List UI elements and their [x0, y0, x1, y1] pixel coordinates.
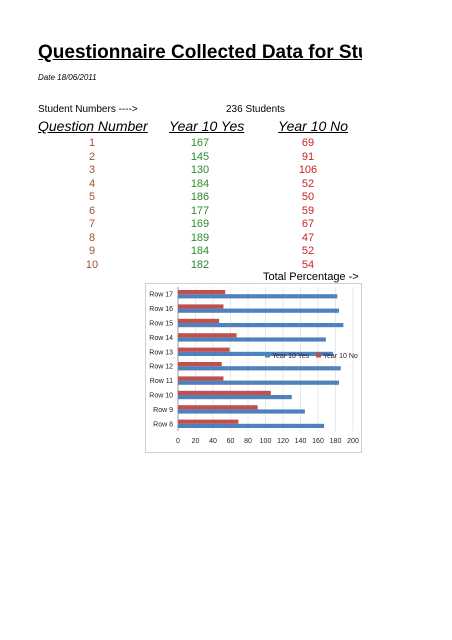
- yes-count: 182: [190, 258, 210, 271]
- student-count: 236 Students: [226, 104, 285, 115]
- category-label: Row 17: [149, 292, 173, 299]
- category-label: Row 11: [150, 378, 173, 385]
- no-count: 69: [301, 137, 315, 149]
- no-bar: [178, 304, 224, 309]
- x-tick-label: 120: [277, 438, 289, 445]
- question-number: 1: [88, 137, 96, 149]
- question-number: 7: [88, 218, 96, 230]
- yes-bar: [178, 380, 339, 385]
- yes-bar: [178, 323, 344, 328]
- x-tick-label: 200: [347, 438, 359, 445]
- x-tick-label: 180: [330, 438, 342, 445]
- question-number: 6: [88, 204, 96, 217]
- header-question-number: Question Number: [38, 118, 148, 134]
- page-title: Questionnaire Collected Data for Stuart …: [38, 42, 362, 63]
- no-bar: [178, 362, 222, 367]
- no-bar: [178, 290, 226, 295]
- no-count: 52: [301, 245, 315, 257]
- x-tick-label: 0: [176, 438, 180, 445]
- category-label: Row 10: [149, 393, 173, 400]
- question-number: 3: [88, 164, 96, 176]
- yes-count: 145: [190, 150, 210, 163]
- question-number: 2: [88, 150, 96, 163]
- no-count: 47: [301, 231, 315, 244]
- no-count: 67: [301, 218, 315, 230]
- header-year10-no: Year 10 No: [278, 118, 349, 134]
- no-count: 54: [301, 258, 315, 271]
- yes-bar: [178, 308, 339, 313]
- no-bar: [178, 333, 237, 338]
- category-label: Row 14: [149, 335, 173, 342]
- no-bar: [178, 405, 258, 410]
- total-percentage-label: Total Percentage ->: [263, 271, 359, 283]
- no-count: 50: [301, 191, 315, 203]
- no-count: 59: [301, 204, 315, 217]
- category-label: Row 15: [149, 321, 173, 328]
- yes-bar: [178, 351, 333, 356]
- question-number: 9: [88, 245, 96, 257]
- yes-count: 184: [190, 245, 210, 257]
- category-label: Row 16: [149, 306, 173, 313]
- legend-label-no: Year 10 No: [323, 353, 358, 360]
- yes-bar: [178, 395, 292, 400]
- legend-swatch-yes: [265, 352, 270, 358]
- x-tick-label: 100: [260, 438, 272, 445]
- yes-bar: [178, 337, 326, 342]
- question-number: 4: [88, 177, 96, 190]
- yes-count: 189: [190, 231, 210, 244]
- question-number: 8: [88, 231, 96, 244]
- x-tick-label: 140: [295, 438, 307, 445]
- no-bar: [178, 347, 230, 352]
- category-label: Row 13: [149, 349, 173, 356]
- no-bar: [178, 390, 271, 395]
- yes-bar: [178, 366, 341, 371]
- x-tick-label: 80: [244, 438, 252, 445]
- no-bar: [178, 419, 239, 424]
- category-label: Row 9: [153, 407, 173, 414]
- yes-count: 184: [190, 177, 210, 190]
- yes-count: 177: [190, 204, 210, 217]
- bar-chart: 0 20 40 60 80 100 120 140 160 180 200 Row 17 Row 16 R…: [145, 283, 362, 453]
- yes-bar: [178, 423, 325, 428]
- x-tick-label: 20: [192, 438, 200, 445]
- yes-count: 130: [190, 164, 210, 176]
- question-number: 5: [88, 191, 96, 203]
- no-count: 52: [301, 177, 315, 190]
- no-count: 106: [298, 164, 318, 176]
- header-year10-yes: Year 10 Yes: [169, 118, 245, 134]
- yes-bar: [178, 294, 338, 299]
- student-numbers-label: Student Numbers ---->: [38, 104, 138, 115]
- category-label: Row 12: [149, 364, 173, 371]
- category-label: Row 8: [153, 421, 173, 428]
- x-tick-label: 60: [227, 438, 235, 445]
- x-tick-label: 160: [312, 438, 324, 445]
- yes-count: 186: [190, 191, 210, 203]
- no-bar: [178, 318, 220, 323]
- yes-bar: [178, 409, 305, 414]
- no-bar: [178, 376, 224, 381]
- date-label: Date 18/06/2011: [38, 73, 97, 82]
- legend-label-yes: Year 10 Yes: [272, 353, 310, 360]
- document-sheet: Questionnaire Collected Data for Stuart …: [38, 42, 362, 453]
- yes-count: 167: [190, 137, 210, 149]
- no-count: 91: [301, 150, 315, 163]
- x-tick-label: 40: [209, 438, 217, 445]
- legend-swatch-no: [316, 352, 321, 358]
- yes-count: 169: [190, 218, 210, 230]
- question-number: 10: [85, 258, 99, 271]
